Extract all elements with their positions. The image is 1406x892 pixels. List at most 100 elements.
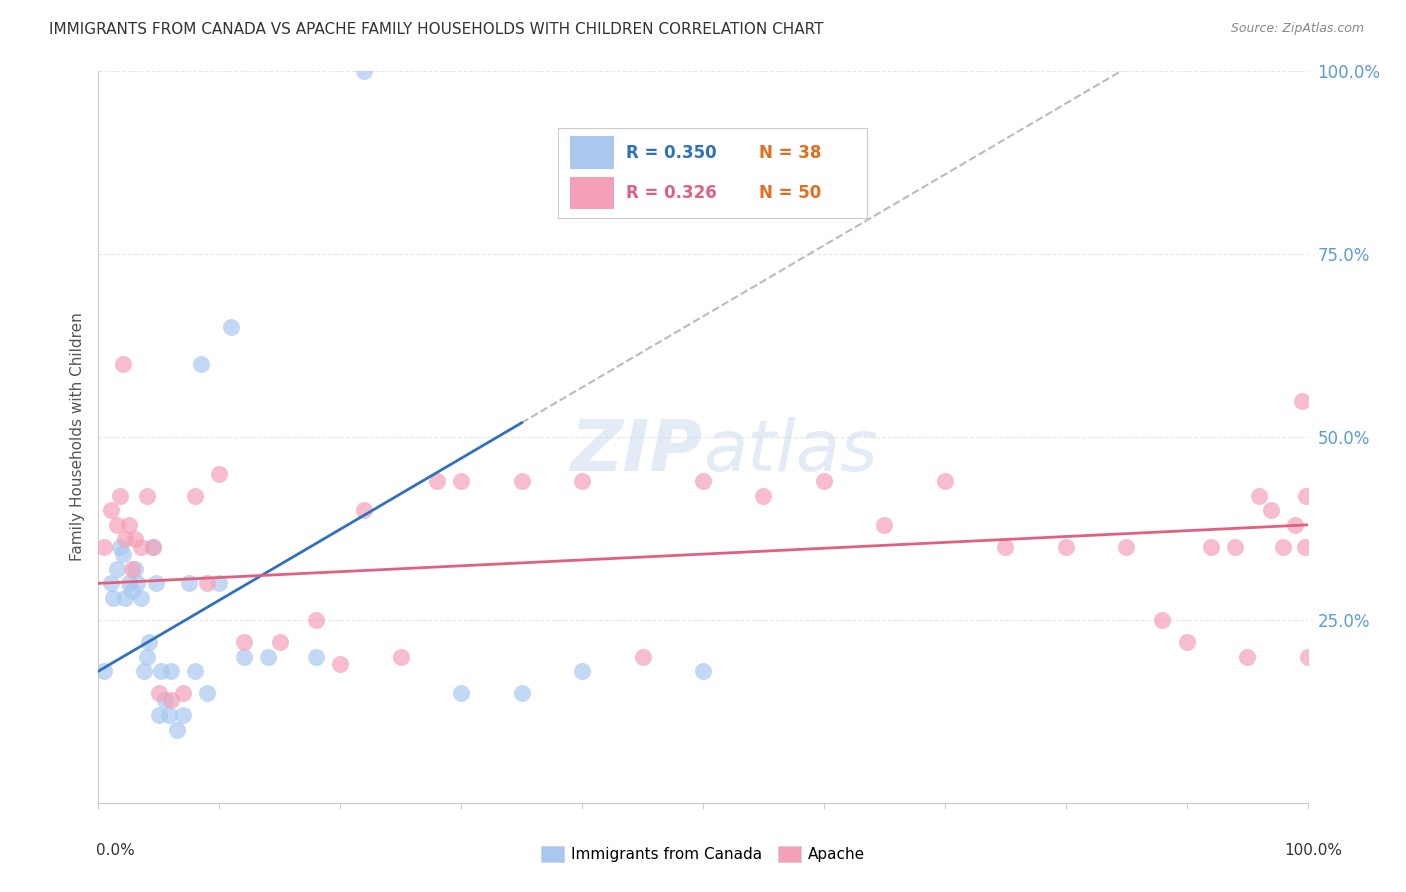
Point (305, 613, 328, 627)
Point (813, 474, 835, 488)
Point (114, 533, 136, 547)
Point (1223, 540, 1246, 554)
Point (1236, 649, 1258, 664)
FancyBboxPatch shape (571, 177, 613, 209)
Point (93, 540, 115, 554)
Text: IMMIGRANTS FROM CANADA VS APACHE FAMILY HOUSEHOLDS WITH CHILDREN CORRELATION CHA: IMMIGRANTS FROM CANADA VS APACHE FAMILY … (49, 22, 824, 37)
Text: atlas: atlas (703, 417, 877, 486)
Point (1249, 489, 1271, 503)
Point (134, 664, 156, 678)
Point (1272, 540, 1295, 554)
Point (692, 474, 714, 488)
Point (135, 649, 157, 664)
Point (426, 474, 449, 488)
Point (256, 649, 278, 664)
Point (353, 503, 375, 517)
Text: R = 0.350: R = 0.350 (626, 144, 717, 161)
Point (129, 591, 152, 605)
Point (166, 723, 188, 737)
Text: R = 0.326: R = 0.326 (626, 184, 717, 202)
Point (108, 489, 131, 503)
Text: 0.0%: 0.0% (96, 843, 135, 858)
Point (160, 664, 183, 678)
Text: Source: ZipAtlas.com: Source: ZipAtlas.com (1230, 22, 1364, 36)
Point (1054, 540, 1077, 554)
Point (105, 517, 128, 532)
Point (111, 357, 134, 371)
Point (1199, 540, 1222, 554)
Point (510, 474, 533, 488)
Point (389, 649, 412, 664)
Point (1291, 393, 1313, 408)
Point (1284, 517, 1306, 532)
Point (111, 547, 134, 561)
Point (232, 635, 254, 649)
Point (873, 517, 896, 532)
Point (1175, 635, 1198, 649)
Text: N = 38: N = 38 (759, 144, 821, 161)
Point (100, 576, 122, 591)
Point (145, 576, 167, 591)
Point (208, 576, 231, 591)
Point (127, 576, 149, 591)
Point (138, 635, 160, 649)
Point (118, 576, 141, 591)
Point (1296, 649, 1319, 664)
Point (148, 686, 170, 700)
Point (121, 562, 143, 576)
Text: N = 50: N = 50 (759, 184, 821, 202)
Point (153, 693, 176, 707)
Point (994, 540, 1017, 554)
Y-axis label: Family Households with Children: Family Households with Children (69, 313, 84, 561)
Text: ZIP: ZIP (571, 417, 703, 486)
Point (1295, 489, 1317, 503)
Point (184, 664, 207, 678)
Point (142, 540, 165, 554)
Text: 100.0%: 100.0% (1285, 843, 1343, 858)
Point (450, 686, 472, 700)
Point (114, 591, 136, 605)
Point (190, 357, 212, 371)
Point (179, 576, 201, 591)
FancyBboxPatch shape (571, 136, 613, 169)
Point (100, 503, 122, 517)
Point (1260, 503, 1282, 517)
Point (232, 649, 254, 664)
Point (172, 686, 194, 700)
Point (208, 467, 231, 481)
Point (450, 474, 472, 488)
Point (510, 686, 533, 700)
Point (135, 489, 157, 503)
Point (129, 540, 152, 554)
Point (124, 533, 146, 547)
Point (148, 708, 170, 723)
Point (353, 64, 375, 78)
Point (195, 576, 218, 591)
Point (934, 474, 956, 488)
Point (305, 649, 328, 664)
Point (93, 664, 115, 678)
Point (571, 474, 593, 488)
Point (150, 664, 173, 678)
Point (105, 562, 128, 576)
Point (118, 517, 141, 532)
Point (269, 635, 291, 649)
Point (108, 540, 131, 554)
Point (124, 562, 146, 576)
Point (101, 591, 124, 605)
Point (221, 320, 243, 334)
Point (160, 693, 183, 707)
Point (157, 708, 180, 723)
Point (329, 657, 352, 671)
Point (195, 686, 218, 700)
Point (571, 664, 593, 678)
Point (752, 489, 775, 503)
Point (631, 649, 654, 664)
Point (121, 583, 143, 598)
Point (692, 664, 714, 678)
Point (184, 489, 207, 503)
Legend: Immigrants from Canada, Apache: Immigrants from Canada, Apache (534, 840, 872, 868)
Point (1152, 613, 1174, 627)
Point (172, 708, 194, 723)
Point (1115, 540, 1137, 554)
